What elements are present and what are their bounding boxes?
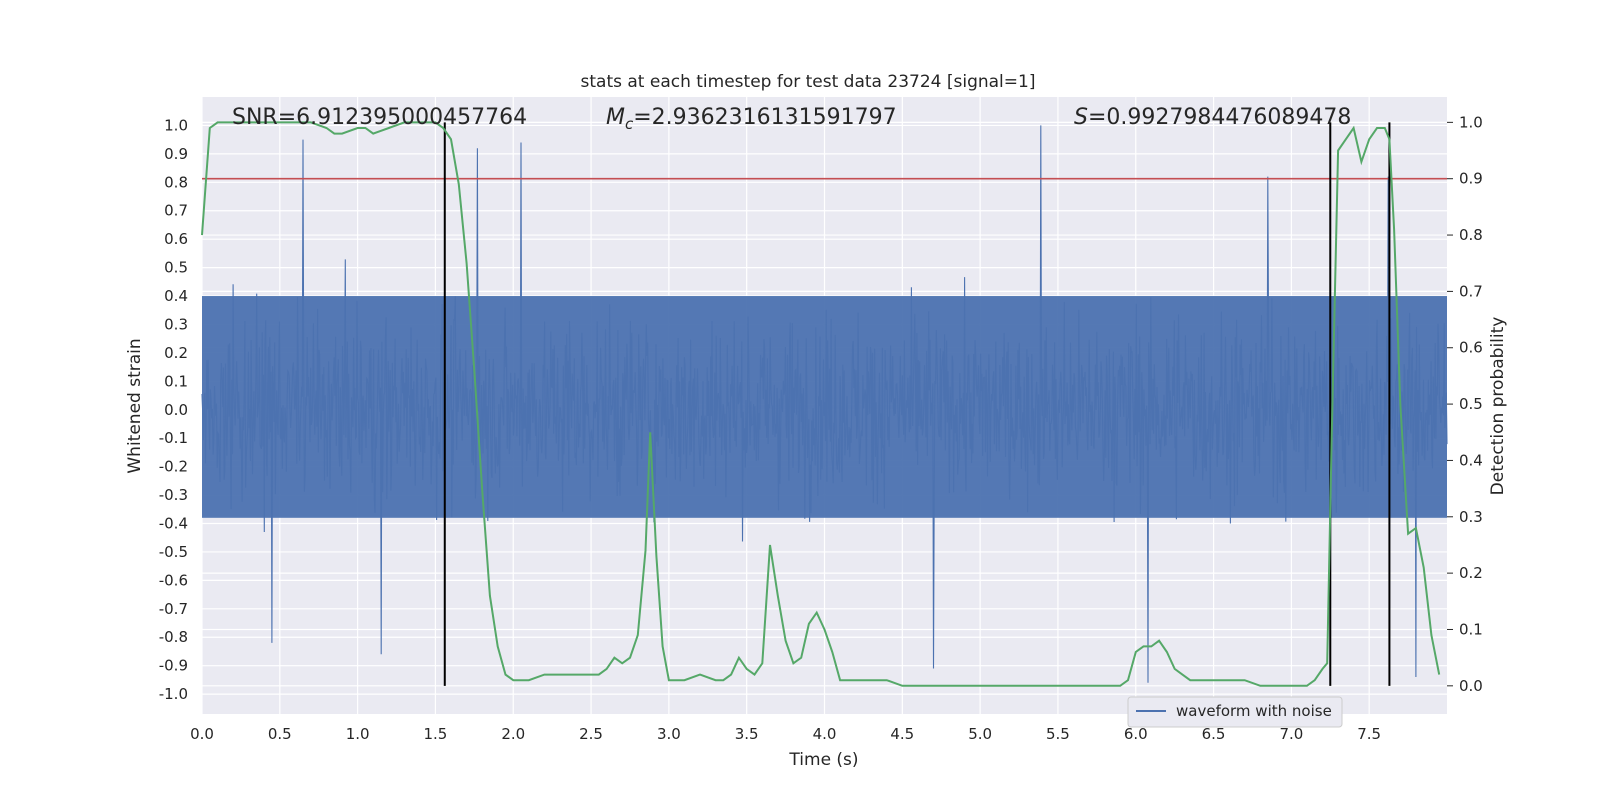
legend-entry: waveform with noise xyxy=(1176,702,1332,720)
y-left-tick-label: -0.3 xyxy=(159,486,188,504)
y-right-tick-label: 0.9 xyxy=(1459,170,1483,188)
x-tick-label: 5.0 xyxy=(968,725,992,743)
y-left-tick-label: -1.0 xyxy=(159,685,188,703)
y-right-tick-label: 0.1 xyxy=(1459,620,1483,638)
y-left-tick-label: -0.5 xyxy=(159,543,188,561)
mc-subscript: c xyxy=(625,115,634,133)
x-tick-label: 0.0 xyxy=(190,725,214,743)
x-tick-label: 3.0 xyxy=(657,725,681,743)
y-right-tick-label: 0.0 xyxy=(1459,677,1483,695)
x-tick-label: 3.5 xyxy=(735,725,759,743)
x-tick-label: 1.5 xyxy=(424,725,448,743)
snr-annotation: SNR=6.912395000457764 xyxy=(232,105,527,130)
chart-title: stats at each timestep for test data 237… xyxy=(581,72,1036,92)
y-left-tick-label: 0.9 xyxy=(164,145,188,163)
x-tick-label: 1.0 xyxy=(346,725,370,743)
probability-series xyxy=(201,121,1441,687)
waveform-line xyxy=(201,125,1448,683)
x-axis-label: Time (s) xyxy=(788,750,858,770)
y-left-tick-label: 0.1 xyxy=(164,372,188,390)
y-left-tick-label: 0.0 xyxy=(164,401,188,419)
y-right-tick-label: 0.3 xyxy=(1459,508,1483,526)
x-tick-label: 6.0 xyxy=(1124,725,1148,743)
y-left-tick-label: -0.8 xyxy=(159,628,188,646)
y-left-tick-label: -0.4 xyxy=(159,514,188,532)
y-axis-left-label: Whitened strain xyxy=(125,338,145,473)
waveform-series xyxy=(201,125,1448,683)
y-right-tick-label: 0.6 xyxy=(1459,339,1483,357)
axes: 0.0 0.5 1.0 1.5 2.0 2.5 3.0 3.5 4.0 4.5 5.0 5.5 6.0 6… xyxy=(159,113,1483,743)
y-left-tick-label: 0.7 xyxy=(164,202,188,220)
y-right-tick-label: 1.0 xyxy=(1459,113,1483,131)
x-tick-label: 4.0 xyxy=(813,725,837,743)
mc-symbol: M xyxy=(606,105,625,130)
s-symbol: S xyxy=(1074,105,1088,130)
x-tick-label: 4.5 xyxy=(890,725,914,743)
legend: waveform with noise xyxy=(1127,696,1343,728)
y-axis-right-label: Detection probability xyxy=(1488,317,1508,496)
x-tick-label: 2.0 xyxy=(501,725,525,743)
y-left-tick-label: -0.1 xyxy=(159,429,188,447)
y-right-tick-label: 0.8 xyxy=(1459,226,1483,244)
y-right-tick-label: 0.7 xyxy=(1459,282,1483,300)
x-tick-label: 2.5 xyxy=(579,725,603,743)
y-left-tick-label: 0.5 xyxy=(164,259,188,277)
y-left-tick-label: 0.3 xyxy=(164,315,188,333)
vertical-markers xyxy=(443,122,1391,686)
y-right-tick-label: 0.5 xyxy=(1459,395,1483,413)
s-value: =0.9927984476089478 xyxy=(1088,105,1351,130)
y-right-tick-label: 0.2 xyxy=(1459,564,1483,582)
y-left-tick-label: 1.0 xyxy=(164,116,188,134)
y-left-tick-label: 0.4 xyxy=(164,287,188,305)
y-left-tick-label: 0.6 xyxy=(164,230,188,248)
mc-value: =2.9362316131591797 xyxy=(633,105,896,130)
y-left-tick-label: -0.7 xyxy=(159,600,188,618)
y-right-tick-label: 0.4 xyxy=(1459,451,1483,469)
probability-line xyxy=(201,121,1441,687)
s-annotation: S=0.9927984476089478 xyxy=(1074,105,1351,130)
legend-box xyxy=(1127,696,1343,728)
x-tick-label: 0.5 xyxy=(268,725,292,743)
y-left-tick-label: -0.2 xyxy=(159,458,188,476)
x-tick-label: 5.5 xyxy=(1046,725,1070,743)
y-left-tick-label: 0.2 xyxy=(164,344,188,362)
x-tick-label: 7.0 xyxy=(1279,725,1303,743)
mc-annotation: Mc=2.9362316131591797 xyxy=(606,105,897,133)
x-tick-label: 6.5 xyxy=(1202,725,1226,743)
x-tick-label: 7.5 xyxy=(1357,725,1381,743)
y-left-tick-label: 0.8 xyxy=(164,173,188,191)
y-left-tick-label: -0.6 xyxy=(159,571,188,589)
y-left-tick-label: -0.9 xyxy=(159,657,188,675)
